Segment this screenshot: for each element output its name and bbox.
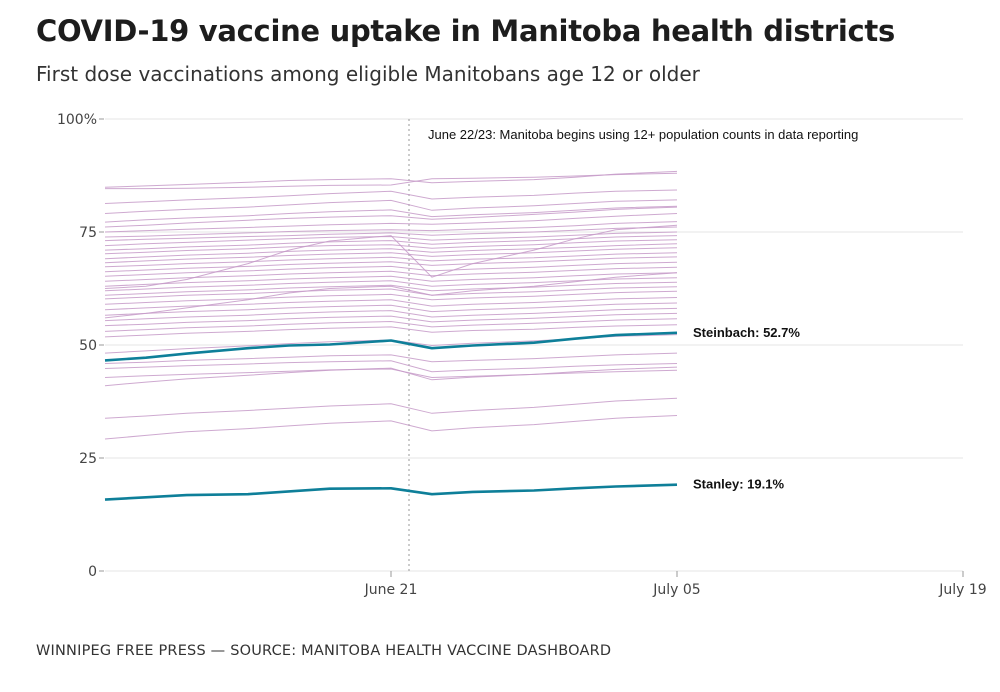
district-line (104, 312, 678, 327)
district-line (104, 397, 678, 419)
district-line (104, 231, 678, 247)
district-line (104, 366, 678, 387)
district-line (104, 261, 678, 277)
district-line (104, 243, 678, 260)
annotation-text: June 22/23: Manitoba begins using 12+ po… (428, 127, 858, 142)
x-tick-label: June 21 (364, 582, 418, 598)
chart-subtitle: First dose vaccinations among eligible M… (36, 62, 700, 86)
district-line (104, 290, 678, 305)
district-line (104, 189, 678, 204)
district-line (104, 224, 678, 289)
district-line (105, 172, 678, 190)
y-axis: 0 25 50 75 100% (57, 112, 104, 580)
series-label-stanley: Stanley: 19.1% (693, 477, 784, 492)
district-line (104, 247, 678, 264)
y-tick-label: 100% (57, 112, 97, 128)
district-line (104, 324, 678, 338)
y-tick-label: 75 (79, 225, 97, 241)
district-line (104, 277, 678, 292)
y-tick-label: 25 (79, 451, 97, 467)
district-line (104, 213, 678, 233)
district-line (104, 239, 678, 255)
district-line (104, 281, 678, 296)
district-line (104, 252, 678, 268)
district-line (104, 221, 678, 238)
district-line (104, 256, 678, 273)
x-tick-label: July 05 (652, 582, 700, 598)
district-line (104, 266, 678, 282)
x-tick-label: July 19 (938, 582, 986, 598)
district-line (104, 352, 678, 364)
series-label-steinbach: Steinbach: 52.7% (693, 325, 800, 340)
district-line (104, 226, 678, 242)
y-tick-label: 50 (79, 338, 97, 354)
district-line (104, 318, 678, 332)
chart-title: COVID-19 vaccine uptake in Manitoba heal… (36, 14, 895, 48)
district-line (104, 415, 678, 440)
district-line (104, 307, 678, 322)
background-series (104, 170, 678, 440)
district-line (104, 170, 678, 188)
district-line (104, 368, 678, 379)
district-line (104, 272, 678, 287)
district-line (104, 272, 678, 319)
district-line (104, 297, 678, 311)
district-line (104, 286, 678, 300)
district-line (104, 302, 678, 316)
highlight-series: Steinbach: 52.7% Stanley: 19.1% (104, 325, 800, 501)
district-line (104, 360, 678, 373)
series-line-steinbach (104, 331, 678, 362)
district-line (104, 205, 678, 223)
y-tick-label: 0 (88, 564, 97, 580)
district-line (104, 206, 678, 228)
district-line (104, 199, 678, 214)
annotations: June 22/23: Manitoba begins using 12+ po… (428, 127, 858, 142)
y-gridlines (105, 118, 963, 572)
source-footer: WINNIPEG FREE PRESS — SOURCE: MANITOBA H… (36, 643, 612, 659)
x-axis: June 21 July 05 July 19 (364, 571, 987, 598)
series-line-stanley (104, 483, 678, 501)
